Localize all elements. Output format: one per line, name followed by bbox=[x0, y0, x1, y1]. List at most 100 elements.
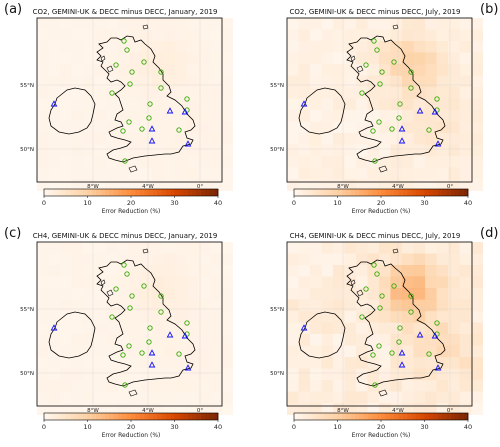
heat-cell bbox=[425, 41, 437, 53]
colorbar-segment bbox=[74, 189, 80, 196]
heat-cell bbox=[94, 311, 107, 323]
heat-cell bbox=[367, 110, 380, 122]
heat-cell bbox=[221, 242, 233, 254]
map-panel: (c) CH4, GEMINI-UK & DECC minus DECC, Jan… bbox=[0, 224, 250, 447]
heat-cell bbox=[48, 357, 61, 369]
heat-cell bbox=[436, 334, 449, 346]
colorbar-tick-label: 10 bbox=[333, 199, 341, 207]
heat-cell bbox=[209, 368, 222, 381]
heat-cell bbox=[186, 52, 199, 65]
heat-cell bbox=[117, 242, 130, 254]
colorbar-segment bbox=[376, 189, 382, 196]
heat-cell bbox=[310, 167, 322, 180]
heat-cell bbox=[298, 167, 311, 180]
colorbar-segment bbox=[402, 413, 408, 420]
heat-cell bbox=[37, 144, 49, 157]
heat-cell bbox=[83, 299, 95, 312]
heat-cell bbox=[71, 334, 84, 346]
heat-cell bbox=[71, 75, 84, 88]
heat-cell bbox=[402, 391, 414, 404]
heat-cell bbox=[402, 87, 414, 99]
heat-cell bbox=[356, 156, 368, 168]
heat-cell bbox=[106, 265, 118, 277]
heat-cell bbox=[310, 357, 322, 369]
colorbar-segment bbox=[148, 413, 154, 420]
colorbar-tick-label: 30 bbox=[420, 423, 428, 431]
colorbar-segment bbox=[161, 413, 167, 420]
heat-cell bbox=[221, 18, 233, 30]
heat-cell bbox=[37, 276, 49, 289]
heat-cell bbox=[60, 242, 72, 254]
heat-cell bbox=[175, 110, 187, 122]
colorbar-tick-label: 20 bbox=[127, 199, 135, 207]
heat-cell bbox=[117, 133, 130, 145]
colorbar-segment bbox=[65, 189, 71, 196]
heat-cell bbox=[129, 288, 141, 300]
heat-cell bbox=[186, 242, 199, 254]
heat-cell bbox=[367, 133, 380, 145]
heat-cell bbox=[379, 368, 391, 381]
heat-cell bbox=[37, 368, 49, 381]
heat-cell bbox=[402, 75, 414, 88]
lon-tick-label: 0° bbox=[197, 184, 203, 190]
heat-cell bbox=[71, 345, 84, 358]
heat-cell bbox=[344, 334, 357, 346]
heat-cell bbox=[413, 29, 426, 42]
heat-cell bbox=[152, 156, 164, 168]
colorbar-segment bbox=[109, 189, 114, 196]
gemini-site-marker bbox=[147, 101, 153, 107]
heat-cell bbox=[48, 52, 61, 65]
colorbar-segment bbox=[346, 189, 351, 196]
heat-cell bbox=[333, 87, 345, 99]
colorbar-segment bbox=[328, 189, 334, 196]
heat-cell bbox=[186, 87, 199, 99]
heat-cell bbox=[175, 322, 187, 335]
heat-cell bbox=[344, 121, 357, 134]
heat-cell bbox=[356, 41, 368, 53]
heat-cell bbox=[356, 242, 368, 254]
colorbar-segment bbox=[161, 189, 167, 196]
heat-cell bbox=[436, 288, 449, 300]
heat-cell bbox=[83, 64, 95, 76]
heat-cell bbox=[60, 121, 72, 134]
heat-cell bbox=[209, 357, 222, 369]
colorbar: 0 10 20 30 40 Error Reduction (%) bbox=[292, 188, 472, 215]
colorbar-segment bbox=[463, 413, 469, 420]
heat-cell bbox=[344, 156, 357, 168]
colorbar-segment bbox=[433, 413, 438, 420]
heat-cell bbox=[71, 29, 84, 42]
heat-cell bbox=[198, 87, 210, 99]
colorbar-segment bbox=[70, 189, 75, 196]
colorbar-segment bbox=[420, 413, 425, 420]
heat-cell bbox=[287, 98, 299, 111]
heat-cell bbox=[163, 110, 176, 122]
heat-cell bbox=[71, 167, 84, 180]
heat-cell bbox=[221, 322, 233, 335]
colorbar-label: Error Reduction (%) bbox=[102, 208, 161, 215]
heat-cell bbox=[402, 368, 414, 381]
colorbar-segment bbox=[359, 189, 364, 196]
heat-cell bbox=[37, 18, 49, 30]
island-coastline bbox=[392, 248, 399, 254]
heat-cell bbox=[94, 391, 107, 404]
heat-cell bbox=[402, 41, 414, 53]
heat-cell bbox=[356, 133, 368, 145]
heat-cell bbox=[471, 98, 483, 111]
heat-cell bbox=[186, 156, 199, 168]
heat-cell bbox=[175, 64, 187, 76]
heat-cell bbox=[71, 52, 84, 65]
heat-cell bbox=[321, 345, 334, 358]
heat-cell bbox=[298, 357, 311, 369]
heat-cell bbox=[209, 52, 222, 65]
heat-cell bbox=[321, 41, 334, 53]
map-svg: 55°N 50°N 8°W 4°W 0° 0 10 20 30 40 Error Reduction… bbox=[270, 241, 483, 439]
heat-cell bbox=[129, 368, 141, 381]
heat-cell bbox=[60, 29, 72, 42]
heat-cell bbox=[321, 98, 334, 111]
heat-cell bbox=[344, 357, 357, 369]
heat-cell bbox=[71, 144, 84, 157]
heat-cell bbox=[186, 345, 199, 358]
heat-cell bbox=[37, 299, 49, 312]
heat-cell bbox=[117, 167, 130, 180]
heat-cell bbox=[94, 167, 107, 180]
